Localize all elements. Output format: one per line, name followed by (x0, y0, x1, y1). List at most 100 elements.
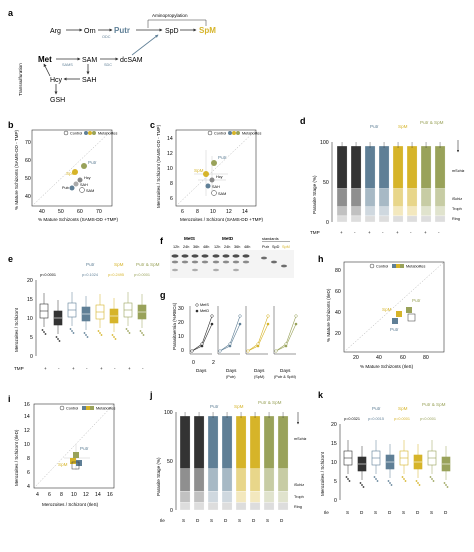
legend-marker (400, 264, 404, 268)
legend-marker (396, 264, 400, 268)
outlier (404, 480, 407, 482)
label-pub: Putr (390, 327, 399, 332)
node-arg: Arg (50, 28, 61, 35)
label-transsulfuration: Transsulfuration (18, 63, 23, 96)
tick-x: 60 (400, 355, 406, 361)
label-pub: Pub (62, 186, 69, 190)
tick-y: 14 (24, 414, 30, 420)
outlier (125, 328, 128, 330)
stage-label: mSchiz (294, 437, 307, 441)
tick-y: 4 (27, 484, 30, 490)
tick-y: 10 (178, 334, 184, 340)
arrow (131, 34, 159, 56)
tick-x: 70 (96, 209, 102, 215)
enzyme-odc: ODC (102, 35, 111, 39)
stage-label: iSchiz (452, 197, 462, 201)
legend-control-marker (63, 130, 69, 136)
group-spm: SpM (234, 404, 244, 409)
p-value: p<0.0001 (40, 273, 56, 277)
outlier (97, 330, 100, 332)
outlier (139, 330, 142, 332)
stack-segment (336, 145, 348, 189)
x-axis-label: Days (226, 368, 237, 373)
panel-letter: g (160, 290, 166, 300)
group-spm: SpM (398, 124, 408, 129)
point (246, 349, 250, 353)
outlier (58, 340, 61, 342)
tlc-spot (201, 260, 209, 264)
ile-sign: S (346, 510, 349, 515)
panel-e: e Putr SpM Putr & SpM p<0.0001 p=0.1024 … (8, 254, 160, 371)
tlc-plate (170, 250, 294, 278)
tick-y: 20 (27, 278, 33, 284)
tlc-spot (242, 260, 250, 264)
tick-y: 100 (320, 140, 329, 146)
legend-metabolites: Metabolites (406, 265, 426, 269)
panel-letter: c (150, 120, 155, 130)
stack-segment (378, 206, 390, 217)
tick-y: 6 (27, 470, 30, 476)
stage-label: Ring (294, 505, 302, 509)
stack-segment (420, 215, 432, 223)
point (266, 322, 270, 326)
label-spm: SpM (194, 168, 204, 173)
legend-control: Control (376, 265, 388, 269)
tlc-spot (233, 268, 239, 272)
outlier (418, 484, 421, 486)
x-axis-label: Merozoites / Schizont (IleS) (42, 502, 99, 507)
tmp-sign: - (114, 366, 116, 371)
lane-label: 36h (193, 245, 199, 249)
p-value: p<0.0001 (134, 273, 150, 277)
stack-segment (221, 468, 233, 492)
tlc-spots (171, 254, 287, 272)
label-aminopropylation: Aminopropylation (152, 13, 188, 18)
lane-label: 12h (173, 245, 179, 249)
tlc-spot (222, 260, 230, 264)
tick-x: 14 (95, 492, 101, 498)
tlc-spot (242, 254, 250, 258)
stack-segment (277, 468, 289, 492)
outlier (142, 334, 145, 336)
stack-segment (235, 502, 247, 511)
point (210, 322, 214, 326)
label-sah: SAH (80, 183, 88, 187)
tick-x: 20 (353, 355, 359, 361)
tick-y: 0 (170, 508, 173, 514)
tick-x: 14 (242, 209, 248, 215)
ile-sign: D (252, 518, 256, 523)
point-putr (211, 160, 217, 166)
node-sam: SAM (82, 57, 97, 64)
tick-y: 40 (335, 310, 341, 316)
panel-letter: h (318, 254, 324, 264)
tmp-sign: + (128, 366, 131, 371)
legend-marker (90, 406, 94, 410)
stage-label: Ring (452, 217, 460, 221)
tlc-spot (213, 268, 219, 272)
tmp-sign: + (368, 230, 371, 235)
tick-y: 6 (170, 196, 173, 202)
tick-x: 8 (60, 492, 63, 498)
tlc-spot (191, 254, 199, 258)
stack-segment (277, 502, 289, 511)
stack-segment (406, 188, 418, 207)
outlier (417, 482, 419, 484)
ile-sign: S (374, 510, 377, 515)
ile-sign: D (444, 510, 448, 515)
tick-y: 0 (30, 354, 33, 360)
stack-segment (263, 491, 275, 503)
outlier (389, 482, 391, 484)
label-putr: Putr (218, 155, 227, 160)
lane-label: 36h (234, 245, 240, 249)
panel-k: k Putr SpM Putr & SpM p=0.0321 p=0.0015 … (318, 390, 451, 515)
outlier (446, 486, 449, 488)
tick-y: 0 (326, 220, 329, 226)
ile-sign: S (238, 518, 241, 523)
plot-frame (33, 403, 115, 489)
sub-putrspm: (Putr & SpM) (274, 375, 297, 379)
stacked-bars (336, 142, 446, 223)
stack-segment (235, 468, 247, 492)
tlc-spot (181, 254, 189, 258)
outlier (111, 334, 114, 336)
tick-y: 80 (335, 268, 341, 274)
